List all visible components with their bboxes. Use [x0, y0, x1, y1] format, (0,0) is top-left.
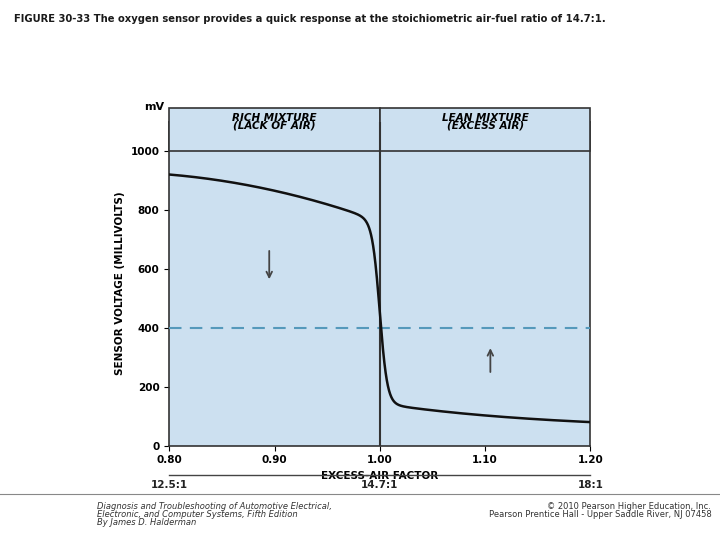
- Text: By James D. Halderman: By James D. Halderman: [97, 518, 197, 528]
- Text: Diagnosis and Troubleshooting of Automotive Electrical,: Diagnosis and Troubleshooting of Automot…: [97, 502, 332, 511]
- Text: © 2010 Pearson Higher Education, Inc.: © 2010 Pearson Higher Education, Inc.: [547, 502, 711, 511]
- Text: 12.5:1: 12.5:1: [150, 480, 188, 490]
- Text: (EXCESS AIR): (EXCESS AIR): [446, 121, 523, 131]
- Text: (LACK OF AIR): (LACK OF AIR): [233, 121, 316, 131]
- Text: Electronic, and Computer Systems, Fifth Edition: Electronic, and Computer Systems, Fifth …: [97, 510, 298, 519]
- Y-axis label: SENSOR VOLTAGE (MILLIVOLTS): SENSOR VOLTAGE (MILLIVOLTS): [115, 192, 125, 375]
- Bar: [380, 108, 590, 151]
- Text: RICH MIXTURE: RICH MIXTURE: [232, 113, 317, 123]
- Text: PEARSON: PEARSON: [19, 512, 81, 525]
- Text: mV: mV: [144, 103, 164, 112]
- Text: FIGURE 30-33 The oxygen sensor provides a quick response at the stoichiometric a: FIGURE 30-33 The oxygen sensor provides …: [14, 14, 606, 24]
- Text: LEAN MIXTURE: LEAN MIXTURE: [441, 113, 528, 123]
- Text: 18:1: 18:1: [577, 480, 603, 490]
- Text: 14.7:1: 14.7:1: [361, 480, 398, 490]
- Bar: [169, 108, 380, 151]
- X-axis label: EXCESS-AIR FACTOR: EXCESS-AIR FACTOR: [321, 471, 438, 481]
- Text: Pearson Prentice Hall - Upper Saddle River, NJ 07458: Pearson Prentice Hall - Upper Saddle Riv…: [489, 510, 711, 519]
